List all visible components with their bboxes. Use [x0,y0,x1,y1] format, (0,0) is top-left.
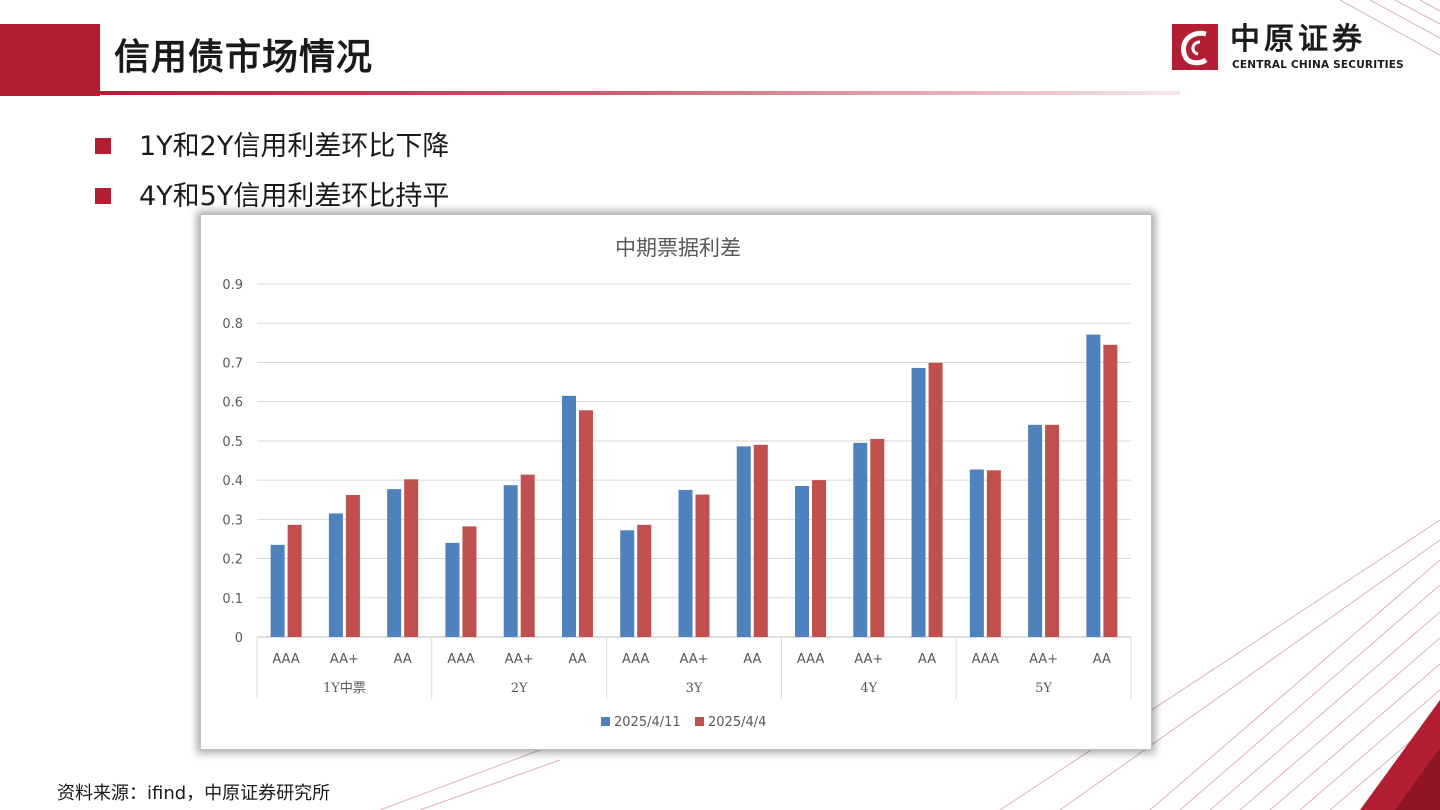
bullet-square-icon [95,188,111,204]
y-tick-label: 0.8 [222,317,243,332]
bar [1045,424,1060,637]
bar [328,513,343,637]
legend-label: 2025/4/4 [708,715,766,730]
x-tick-label: AA+ [854,652,883,667]
bar [695,494,710,637]
bullet-item: 1Y和2Y信用利差环比下降 [95,125,449,175]
legend-swatch [695,717,704,726]
y-tick-label: 0 [235,631,243,646]
bar [853,442,868,637]
y-tick-label: 0.7 [222,356,243,371]
bar [520,474,535,637]
bar [445,542,460,637]
x-tick-label: AA [394,652,412,667]
bar [986,470,1001,637]
x-tick-label: AAA [622,652,650,667]
bar [736,446,751,637]
bar [503,485,518,637]
bar [637,524,652,637]
y-tick-label: 0.2 [222,553,243,568]
bar [812,480,827,637]
x-tick-label: AA+ [505,652,534,667]
bullet-item: 4Y和5Y信用利差环比持平 [95,175,449,225]
bar [345,495,360,637]
y-tick-label: 0.9 [222,278,243,293]
logo-text-cn: 中原证券 [1230,22,1366,57]
logo-mark-icon [1172,24,1218,70]
x-tick-label: AA [568,652,586,667]
bullet-text: 1Y和2Y信用利差环比下降 [139,131,450,162]
bar [287,524,302,637]
y-tick-label: 0.4 [222,474,243,489]
bar [1028,424,1043,637]
bar [578,410,593,637]
bar [620,530,635,637]
logo-text-en: CENTRAL CHINA SECURITIES [1232,59,1404,71]
x-tick-label: AAA [272,652,300,667]
group-label: 1Y中票 [323,681,366,696]
bar [678,489,693,637]
x-tick-label: AA [743,652,761,667]
y-tick-label: 0.6 [222,396,243,411]
group-label: 2Y [511,681,528,696]
group-label: 5Y [1035,681,1052,696]
bar [1086,334,1101,637]
x-tick-label: AA [1093,652,1111,667]
bar [870,438,885,637]
y-tick-label: 0.3 [222,513,243,528]
chart-panel: 中期票据利差 0 0.1 0.2 0.3 0.4 0.5 0.6 0.7 0.8 0.9 AAA AA+… [200,214,1152,750]
x-tick-label: AA+ [330,652,359,667]
x-tick-label: AA [918,652,936,667]
x-tick-label: AAA [447,652,475,667]
bar-chart: 中期票据利差 0 0.1 0.2 0.3 0.4 0.5 0.6 0.7 0.8 0.9 AAA AA+… [222,236,1132,730]
company-logo: 中原证券 CENTRAL CHINA SECURITIES [1170,22,1420,72]
x-tick-label: AA+ [679,652,708,667]
bullet-square-icon [95,138,111,154]
bar [561,395,576,637]
bar [969,469,984,637]
y-tick-label: 0.1 [222,592,243,607]
bar [928,362,943,637]
legend-swatch [601,717,610,726]
x-tick-label: AAA [972,652,1000,667]
y-tick-label: 0.5 [222,435,243,450]
page-title: 信用债市场情况 [114,37,374,78]
title-accent-block [0,24,100,96]
group-label: 3Y [686,681,703,696]
title-underline [100,91,1180,95]
bar [462,526,477,637]
bar [270,544,285,637]
bar [795,485,810,637]
x-tick-label: AAA [797,652,825,667]
group-label: 4Y [860,681,877,696]
bar [1103,344,1118,637]
x-tick-label: AA+ [1029,652,1058,667]
bar [911,367,926,637]
bar [387,489,402,637]
bar [753,444,768,637]
bar [404,479,419,637]
legend-label: 2025/4/11 [614,715,681,730]
chart-title: 中期票据利差 [615,236,741,260]
source-note: 资料来源：ifind，中原证券研究所 [57,783,331,804]
bullet-text: 4Y和5Y信用利差环比持平 [139,181,450,212]
bullet-list: 1Y和2Y信用利差环比下降 4Y和5Y信用利差环比持平 [95,125,449,225]
